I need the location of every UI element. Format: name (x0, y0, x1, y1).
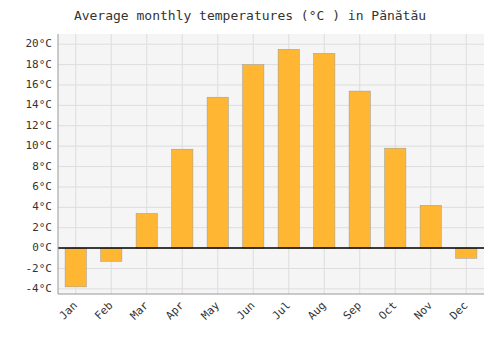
y-grid-line (58, 146, 484, 147)
x-tick-label: Jun (234, 299, 257, 322)
y-grid-line (58, 166, 484, 167)
x-tick-label: Dec (447, 299, 470, 322)
bar (101, 248, 122, 261)
title: Average monthly temperatures (°C ) in Pă… (74, 8, 426, 23)
x-tick-label: Feb (92, 299, 115, 322)
y-grid-line (58, 288, 484, 289)
chart: -4°C -2°C 0°C 2°C 4°C 6°C 8°C 10°C 12°C 14°C 16°C 1… (0, 0, 500, 350)
y-grid-line (58, 186, 484, 187)
plot-background (58, 34, 484, 294)
x-grid-line (146, 34, 147, 294)
y-grid-line (58, 268, 484, 269)
y-tick-label: 18°C (26, 58, 53, 71)
x-tick-label: Oct (376, 299, 399, 322)
x-tick-label: Sep (341, 299, 364, 322)
x-tick-label: Aug (305, 299, 328, 322)
bar (278, 49, 299, 248)
bar (456, 248, 477, 258)
y-grid-line (58, 105, 484, 106)
y-tick-label: -2°C (26, 262, 53, 275)
zero-line (58, 247, 484, 249)
y-tick-label: 2°C (32, 221, 52, 234)
x-tick-label: Apr (163, 299, 187, 323)
y-axis-line (58, 34, 59, 294)
bar (136, 213, 157, 248)
y-tick-label: 8°C (32, 160, 52, 173)
y-grid-line (58, 64, 484, 65)
bar (314, 53, 335, 248)
grid (58, 34, 484, 294)
bar (243, 65, 264, 249)
bar (385, 148, 406, 248)
x-grid-line (430, 34, 431, 294)
x-tick-label: May (199, 299, 223, 323)
y-grid-line (58, 44, 484, 45)
y-tick-label: 16°C (26, 78, 53, 91)
y-grid-line (58, 248, 484, 249)
bar (420, 205, 441, 248)
x-tick-label: Nov (412, 299, 436, 323)
y-grid-line (58, 84, 484, 85)
y-tick-label: 10°C (26, 139, 53, 152)
y-tick-label: 12°C (26, 119, 53, 132)
y-grid-line (58, 125, 484, 126)
bar (65, 248, 86, 287)
y-tick-label: 14°C (26, 98, 53, 111)
x-tick-label: Jan (57, 299, 80, 322)
y-tick-label: 4°C (32, 200, 52, 213)
x-axis-line (58, 294, 484, 295)
bars (65, 49, 477, 287)
x-tick-label: Jul (270, 299, 293, 322)
x-tick-label: Mar (128, 299, 152, 323)
bar (172, 149, 193, 248)
bar (349, 91, 370, 248)
y-tick-label: 6°C (32, 180, 52, 193)
y-tick-label: 0°C (32, 241, 52, 254)
y-tick-label: -4°C (26, 282, 53, 295)
y-tick-label: 20°C (26, 37, 53, 50)
bar (207, 97, 228, 248)
